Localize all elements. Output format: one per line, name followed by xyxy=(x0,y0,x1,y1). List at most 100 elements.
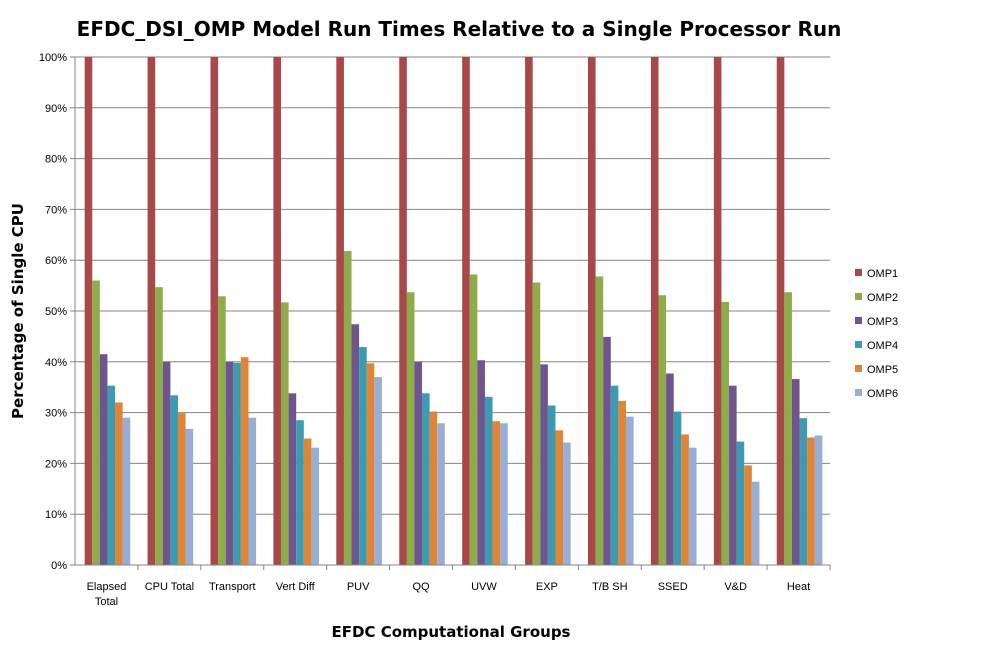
x-category-label: EXP xyxy=(536,581,558,593)
bar-omp2 xyxy=(658,295,667,565)
bar-omp6 xyxy=(248,417,257,565)
bar-omp6 xyxy=(437,423,445,565)
bar-omp3 xyxy=(99,354,108,565)
y-tick-label: 80% xyxy=(45,154,67,166)
bar-omp5 xyxy=(177,413,186,565)
legend-swatch xyxy=(855,293,862,300)
bar-omp4 xyxy=(107,385,116,565)
x-category-label: QQ xyxy=(412,581,430,593)
bar-omp6 xyxy=(374,377,382,565)
bar-omp3 xyxy=(162,361,171,565)
bar-omp1 xyxy=(525,57,533,565)
legend-label: OMP1 xyxy=(867,268,898,280)
legend-label: OMP5 xyxy=(867,364,898,376)
y-tick-label: 100% xyxy=(39,52,67,64)
legend: OMP1 OMP2 OMP3 OMP4 OMP5 OMP6 xyxy=(855,268,898,400)
bar-omp4 xyxy=(799,418,808,565)
bar-omp6 xyxy=(311,447,320,565)
x-category-label: Vert Diff xyxy=(276,581,316,593)
y-tick-label: 40% xyxy=(45,357,67,369)
bar-omp1 xyxy=(336,57,344,565)
bar-omp2 xyxy=(343,251,352,565)
bar-omp1 xyxy=(210,57,219,565)
x-category-label: T/B SH xyxy=(592,581,628,593)
bar-omp4 xyxy=(296,420,304,565)
x-category-label: PUV xyxy=(347,581,370,593)
bar-omp3 xyxy=(791,379,800,565)
bar-omp3 xyxy=(414,361,423,565)
y-tick-label: 30% xyxy=(45,408,67,420)
y-tick-label: 50% xyxy=(45,306,67,318)
legend-swatch xyxy=(855,269,862,276)
bar-omp1 xyxy=(713,57,722,565)
bars xyxy=(84,57,823,565)
bar-omp4 xyxy=(673,411,682,565)
legend-label: OMP3 xyxy=(867,316,898,328)
bar-omp1 xyxy=(587,57,596,565)
bar-omp4 xyxy=(610,385,619,565)
chart-title: EFDC_DSI_OMP Model Run Times Relative to… xyxy=(77,17,842,41)
gridlines xyxy=(75,56,830,515)
bar-omp4 xyxy=(233,362,241,565)
bar-omp6 xyxy=(185,428,194,565)
bar-omp3 xyxy=(477,360,485,565)
bar-omp4 xyxy=(484,396,493,565)
bar-omp2 xyxy=(406,292,415,565)
bar-omp2 xyxy=(281,302,289,565)
y-tick-label: 90% xyxy=(45,103,67,115)
y-tick-label: 10% xyxy=(45,509,67,521)
bar-omp5 xyxy=(240,357,249,565)
axes xyxy=(70,56,831,570)
bar-omp6 xyxy=(563,442,571,565)
y-tick-label: 60% xyxy=(45,255,67,267)
bar-omp4 xyxy=(359,347,367,565)
bar-omp4 xyxy=(422,393,430,565)
bar-omp5 xyxy=(429,411,438,565)
x-category-label: Transport xyxy=(209,581,256,593)
bar-omp1 xyxy=(84,57,93,565)
bar-omp3 xyxy=(288,393,297,565)
bar-omp3 xyxy=(603,336,611,565)
bar-omp6 xyxy=(751,481,760,565)
legend-swatch xyxy=(855,389,862,396)
bar-omp4 xyxy=(547,405,556,565)
bar-omp1 xyxy=(776,57,785,565)
bar-omp2 xyxy=(532,282,541,565)
bar-omp2 xyxy=(218,296,226,565)
bar-omp4 xyxy=(170,395,178,565)
legend-label: OMP2 xyxy=(867,292,898,304)
y-tick-labels: 0% 10% 20% 30% 40% 50% 60% 70% 80% 90% 100% xyxy=(39,52,67,572)
bar-omp2 xyxy=(155,287,163,565)
bar-omp6 xyxy=(688,447,697,565)
bar-omp5 xyxy=(492,421,501,565)
x-category-label: Elapsed Total xyxy=(87,581,127,608)
y-tick-label: 70% xyxy=(45,204,67,216)
bar-omp6 xyxy=(814,435,823,565)
bar-omp5 xyxy=(807,437,815,565)
bar-omp5 xyxy=(681,434,689,565)
bar-omp2 xyxy=(469,274,478,565)
bar-omp3 xyxy=(225,361,234,565)
y-axis-title: Percentage of Single CPU xyxy=(9,203,27,419)
x-category-label: Heat xyxy=(787,581,810,593)
x-category-label: CPU Total xyxy=(145,581,194,593)
x-category-label: UVW xyxy=(471,581,497,593)
bar-omp1 xyxy=(273,57,282,565)
bar-omp3 xyxy=(540,364,548,565)
bar-omp1 xyxy=(147,57,156,565)
legend-swatch xyxy=(855,365,862,372)
bar-omp5 xyxy=(366,363,375,565)
bar-omp1 xyxy=(399,57,407,565)
bar-omp3 xyxy=(666,373,674,565)
bar-omp3 xyxy=(351,324,360,565)
bar-omp2 xyxy=(92,280,100,565)
bar-omp3 xyxy=(729,385,737,565)
bar-omp6 xyxy=(122,417,131,565)
bar-omp4 xyxy=(736,441,745,565)
x-category-label: SSED xyxy=(658,581,688,593)
bar-omp2 xyxy=(721,301,730,565)
bar-omp2 xyxy=(595,276,604,565)
bar-omp5 xyxy=(744,465,752,565)
